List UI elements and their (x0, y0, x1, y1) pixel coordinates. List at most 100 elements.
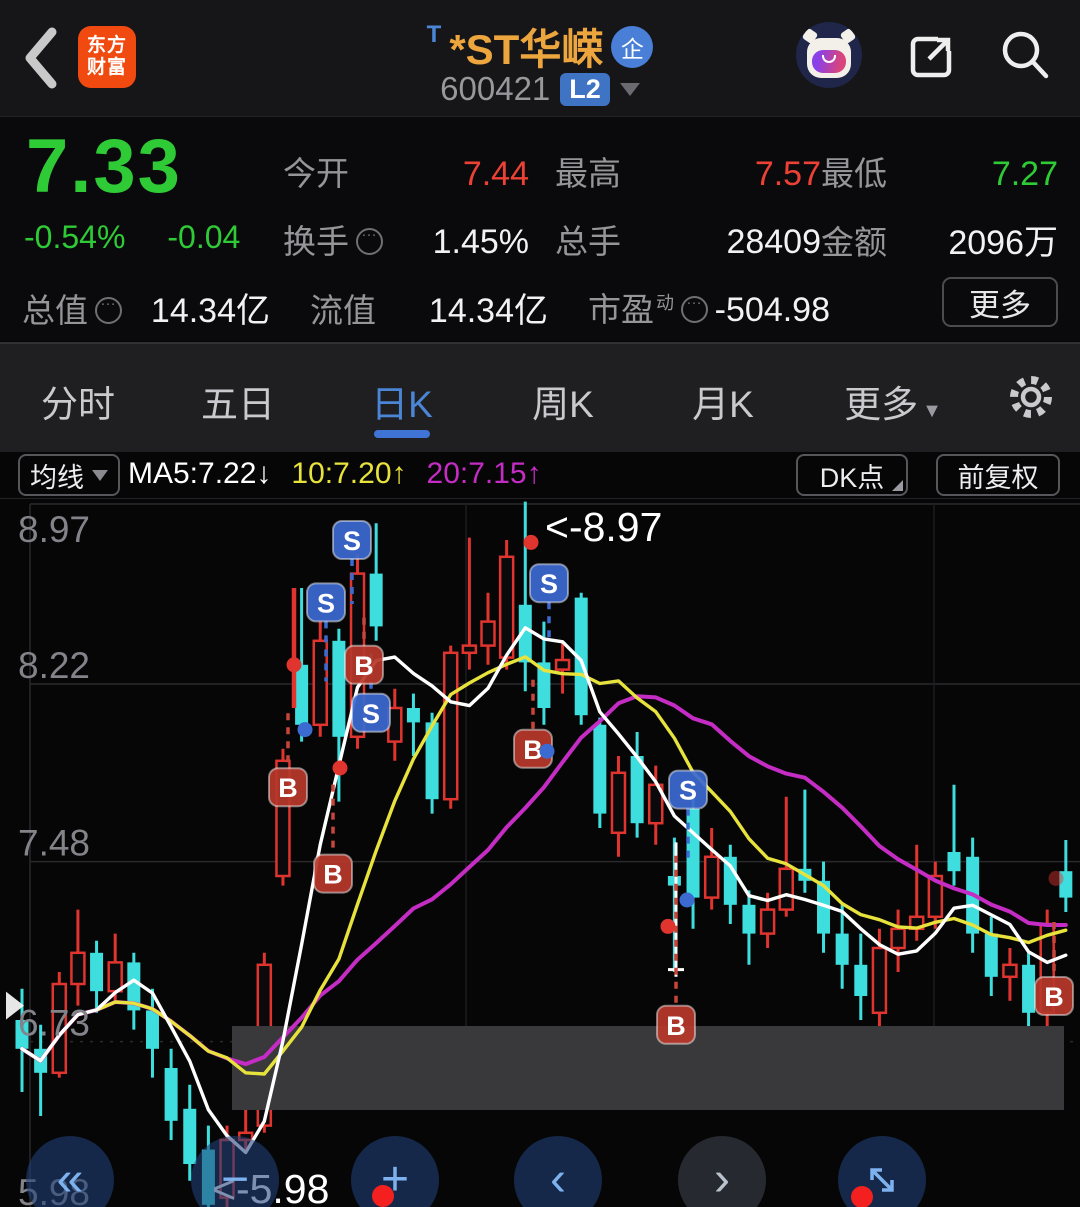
tab-zhouk[interactable]: 周K (532, 384, 594, 425)
price-axis-labels: 8.978.227.486.735.98 (18, 509, 90, 1207)
stat-value: 14.34亿 (150, 292, 270, 330)
candle-body-down (15, 1020, 29, 1049)
stock-code: 600421 (440, 70, 551, 107)
ma-values: MA5:7.22↓ 10:7.20↑ 20:7.15↑ (128, 457, 542, 491)
stat-label: 金额 (821, 224, 887, 261)
chevron-right-icon: › (714, 1153, 730, 1206)
candle-body-down (406, 708, 420, 723)
ma10-value: 10:7.20↑ (291, 457, 407, 490)
change-amount: -0.04 (167, 219, 241, 255)
tab-rik[interactable]: 日K (371, 384, 433, 425)
svg-text:6.73: 6.73 (18, 1003, 90, 1044)
ma20-value: 20:7.15↑ (426, 457, 542, 490)
active-tab-underline (374, 430, 430, 438)
svg-text:8.97: 8.97 (18, 509, 90, 550)
candle-body-down (1022, 964, 1036, 1013)
chart-settings-button[interactable] (1000, 366, 1062, 433)
tab-wuri[interactable]: 五日 (201, 384, 275, 425)
candle-body-up (442, 651, 459, 801)
quote-panel: 7.33 -0.54% -0.04 今开 7.44 最高 7.57 最低 7.27 换… (0, 117, 1080, 341)
info-icon[interactable]: … (95, 292, 122, 324)
caret-down-icon: ▼ (922, 400, 942, 422)
back-chevron-icon (25, 27, 57, 89)
trade-marker-buy (1034, 976, 1074, 1016)
stat-value: 7.27 (991, 155, 1058, 193)
kline-chart[interactable]: SSSSSBBBBBB<-8.97<-5.988.978.227.486.735… (0, 498, 1080, 1207)
more-stats-button[interactable]: 更多 (942, 277, 1058, 327)
chevron-down-icon[interactable] (619, 82, 640, 96)
svg-text:S: S (362, 699, 380, 729)
notification-dot (851, 1186, 873, 1207)
candle-body-down (835, 933, 849, 965)
candle-body-down (127, 962, 141, 1011)
tab-fenshi[interactable]: 分时 (41, 384, 115, 425)
price-annotation: <-8.97 (545, 504, 662, 550)
pan-left-button[interactable]: ‹ (514, 1136, 602, 1207)
candle-body-up (890, 927, 906, 950)
stats-row-1: 今开 7.44 最高 7.57 最低 7.27 (283, 147, 1058, 195)
stat-value: 1.45% (432, 223, 529, 261)
stat-superscript: 动 (656, 293, 674, 313)
svg-text:B: B (278, 773, 298, 803)
candle-body-up (778, 867, 794, 911)
info-icon[interactable]: … (681, 291, 708, 323)
tab-yuek[interactable]: 月K (692, 384, 754, 425)
candle-body-up (759, 908, 776, 935)
fuquan-button[interactable]: 前复权 (936, 454, 1060, 496)
stat-label: 最低 (821, 155, 887, 192)
candle-body-down (537, 662, 551, 708)
chevron-down-icon (92, 469, 108, 481)
share-button[interactable] (902, 28, 960, 91)
candle-body-up (312, 639, 328, 727)
candle-body-down (183, 1108, 197, 1164)
stat-value: 28409 (726, 223, 821, 261)
stats-row-2: 换手… 1.45% 总手 28409 金额 2096万 (283, 215, 1058, 264)
logo-line2: 财富 (86, 57, 127, 78)
pan-right-button[interactable]: › (678, 1136, 766, 1207)
stat-value: -504.98 (714, 291, 830, 329)
candle-body-up (480, 620, 496, 647)
fast-rewind-button[interactable]: « (26, 1136, 114, 1207)
period-tabbar: 分时 五日 日K 周K 月K 更多 ▼ (0, 342, 1080, 454)
robot-assistant-button[interactable] (796, 22, 862, 88)
candle-body-up (498, 555, 515, 659)
ma-lines (20, 626, 1068, 1155)
zoom-out-button[interactable]: − (191, 1136, 279, 1207)
enterprise-badge[interactable]: 企 (611, 25, 654, 68)
stat-value: 14.34亿 (428, 292, 548, 330)
svg-text:B: B (323, 860, 343, 890)
l2-badge[interactable]: L2 (560, 72, 610, 106)
candle-body-down (332, 640, 346, 737)
stat-label: 市盈 (588, 291, 654, 328)
info-icon[interactable]: … (356, 223, 383, 255)
blue-signal-dot (539, 743, 555, 759)
search-button[interactable] (994, 24, 1056, 91)
stat-label: 总手 (555, 223, 621, 260)
expand-icon (870, 1168, 894, 1192)
blue-signal-dot (679, 892, 695, 908)
stat-label: 今开 (283, 155, 349, 192)
candle-body-up (610, 771, 627, 835)
dk-point-button[interactable]: DK点 (796, 454, 908, 496)
logo-line1: 东方 (86, 35, 127, 56)
candle-body-up (1002, 963, 1018, 979)
candle-body-up (107, 961, 123, 993)
back-button[interactable] (14, 20, 70, 96)
zoom-in-button[interactable]: + (351, 1136, 439, 1207)
candle-body-down (854, 964, 868, 996)
candle-body-down (518, 604, 532, 663)
eastmoney-logo[interactable]: 东方 财富 (78, 26, 136, 88)
double-chevron-left-icon: « (56, 1153, 84, 1206)
trade-marker-buy (656, 1004, 696, 1045)
tab-more[interactable]: 更多 ▼ (844, 384, 942, 425)
candle-body-down (1059, 871, 1073, 898)
series-start-arrow (6, 991, 24, 1020)
candle-body-down (817, 880, 831, 934)
last-price: 7.33 (26, 124, 182, 209)
svg-text:B: B (666, 1011, 686, 1041)
candle-body-down (742, 904, 756, 934)
candle-body-down (984, 933, 998, 977)
ma-selector-button[interactable]: 均线 (18, 454, 120, 496)
search-icon (1002, 31, 1049, 79)
